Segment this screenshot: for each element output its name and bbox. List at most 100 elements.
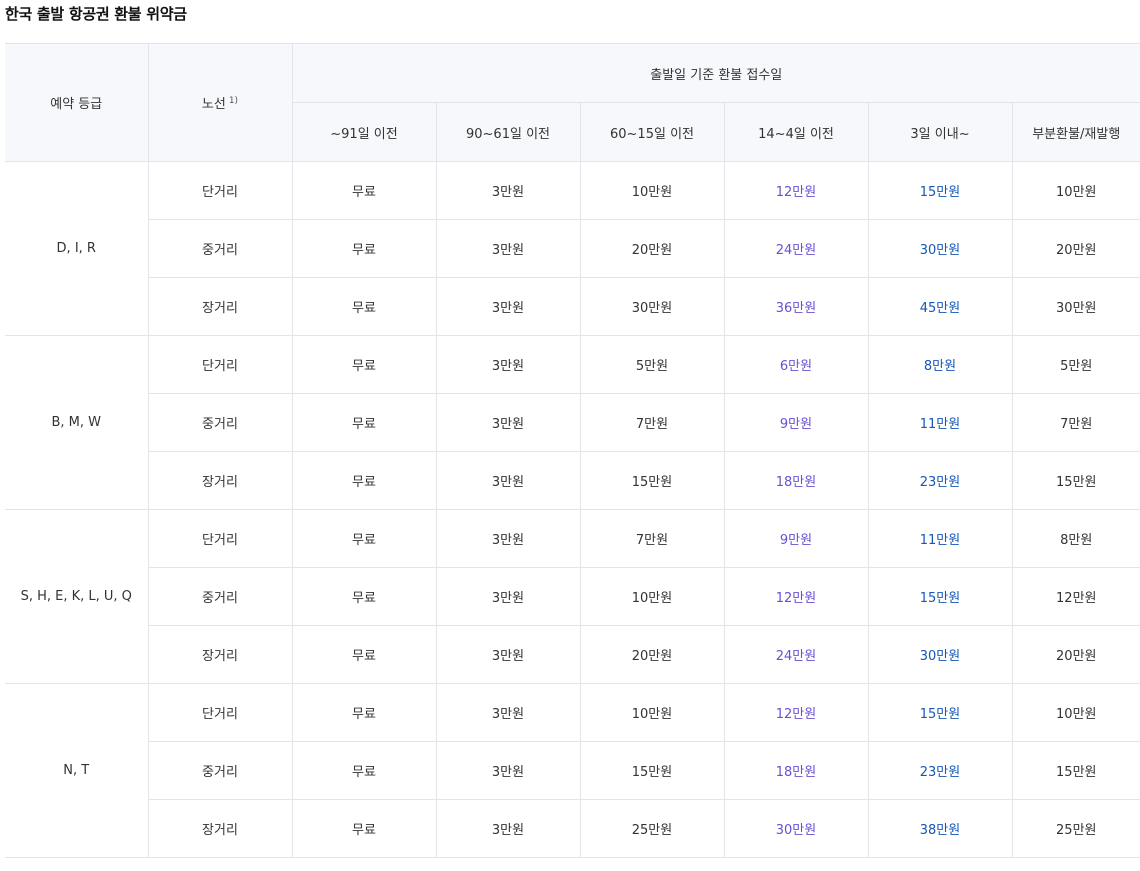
fee-cell: 무료 (291, 799, 437, 858)
header-period: ~91일 이전 (292, 102, 437, 162)
fee-cell: 6만원 (723, 335, 869, 394)
page-title: 한국 출발 항공권 환불 위약금 (5, 5, 187, 23)
fee-cell: 무료 (291, 451, 437, 510)
table-row: 장거리 무료 3만원 25만원 30만원 38만원 25만원 (5, 799, 1140, 858)
fee-cell: 30만원 (867, 625, 1013, 684)
fee-cell: 7만원 (1011, 393, 1140, 452)
fee-cell: 무료 (291, 335, 437, 394)
fee-cell: 30만원 (723, 799, 869, 858)
route-footnote-mark: 1) (228, 95, 239, 106)
fee-cell: 30만원 (579, 277, 725, 336)
fee-cell: 5만원 (579, 335, 725, 394)
fee-cell: 38만원 (867, 799, 1013, 858)
table-header: 예약 등급 노선 1) 출발일 기준 환불 접수일 ~91일 이전 90~61일 … (5, 43, 1140, 162)
grade-cell: D, I, R (5, 161, 149, 336)
fee-cell: 무료 (291, 625, 437, 684)
fee-cell: 12만원 (723, 567, 869, 626)
header-grade: 예약 등급 (5, 43, 149, 162)
fee-cell: 25만원 (1011, 799, 1140, 858)
fee-cell: 15만원 (1011, 741, 1140, 800)
header-period: 60~15일 이전 (579, 102, 725, 162)
fee-cell: 20만원 (1011, 219, 1140, 278)
fee-cell: 15만원 (579, 741, 725, 800)
fee-cell: 23만원 (867, 451, 1013, 510)
fee-cell: 10만원 (579, 567, 725, 626)
fee-cell: 3만원 (435, 451, 581, 510)
fee-cell: 3만원 (435, 799, 581, 858)
route-cell: 중거리 (148, 567, 293, 626)
fee-cell: 15만원 (867, 567, 1013, 626)
route-cell: 단거리 (147, 335, 293, 394)
fee-cell: 15만원 (579, 451, 725, 510)
table-row: 장거리 무료 3만원 30만원 36만원 45만원 30만원 (5, 277, 1140, 336)
table-row: 중거리 무료 3만원 7만원 9만원 11만원 7만원 (5, 393, 1140, 452)
header-period: 부분환불/재발행 (1011, 102, 1140, 162)
fee-cell: 7만원 (579, 393, 725, 452)
fee-cell: 무료 (291, 683, 437, 742)
fee-cell: 3만원 (435, 683, 581, 742)
fee-cell: 30만원 (1011, 277, 1140, 336)
header-route: 노선 1) (147, 43, 293, 162)
fee-cell: 3만원 (435, 219, 581, 278)
fee-cell: 8만원 (1011, 509, 1140, 568)
table-row: N, T 단거리 무료 3만원 10만원 12만원 15만원 10만원 (5, 683, 1140, 858)
fee-cell: 18만원 (723, 741, 869, 800)
fee-cell: 12만원 (723, 683, 869, 742)
fee-cell: 무료 (291, 567, 437, 626)
fee-cell: 18만원 (723, 451, 869, 510)
fee-cell: 15만원 (1011, 451, 1140, 510)
route-cell: 중거리 (148, 393, 293, 452)
fee-cell: 7만원 (579, 509, 725, 568)
fee-cell: 무료 (291, 509, 437, 568)
fee-cell: 11만원 (867, 509, 1013, 568)
header-period-group: 출발일 기준 환불 접수일 (291, 43, 1140, 103)
fee-cell: 24만원 (723, 219, 869, 278)
fee-cell: 3만원 (435, 567, 581, 626)
fee-cell: 20만원 (579, 625, 725, 684)
fee-cell: 25만원 (579, 799, 725, 858)
route-cell: 중거리 (148, 219, 293, 278)
fee-cell: 24만원 (723, 625, 869, 684)
fee-cell: 3만원 (435, 161, 581, 220)
fee-cell: 20만원 (1011, 625, 1140, 684)
route-cell: 단거리 (147, 509, 293, 568)
table-row: 중거리 무료 3만원 20만원 24만원 30만원 20만원 (5, 219, 1140, 278)
fee-cell: 9만원 (723, 509, 869, 568)
fee-cell: 무료 (291, 161, 437, 220)
fee-cell: 무료 (291, 277, 437, 336)
fee-cell: 10만원 (1011, 161, 1140, 220)
fee-cell: 11만원 (867, 393, 1013, 452)
fee-cell: 10만원 (579, 161, 725, 220)
fee-cell: 무료 (291, 741, 437, 800)
fee-cell: 3만원 (435, 625, 581, 684)
route-cell: 장거리 (148, 625, 293, 684)
fee-cell: 3만원 (435, 277, 581, 336)
table-row: 중거리 무료 3만원 15만원 18만원 23만원 15만원 (5, 741, 1140, 800)
fee-cell: 무료 (291, 393, 437, 452)
fee-cell: 3만원 (435, 393, 581, 452)
route-cell: 장거리 (148, 277, 293, 336)
grade-cell: N, T (5, 683, 149, 858)
fee-cell: 3만원 (435, 335, 581, 394)
fee-cell: 15만원 (867, 683, 1013, 742)
fee-cell: 5만원 (1011, 335, 1140, 394)
refund-fee-table: 예약 등급 노선 1) 출발일 기준 환불 접수일 ~91일 이전 90~61일 … (5, 43, 1140, 858)
table-row: 중거리 무료 3만원 10만원 12만원 15만원 12만원 (5, 567, 1140, 626)
fee-cell: 12만원 (723, 161, 869, 220)
header-period: 14~4일 이전 (723, 102, 869, 162)
fee-cell: 10만원 (579, 683, 725, 742)
route-cell: 장거리 (148, 451, 293, 510)
table-body: D, I, R 단거리 무료 3만원 10만원 12만원 15만원 10만원 중거리 무료 3만원 2… (5, 161, 1140, 858)
fee-cell: 20만원 (579, 219, 725, 278)
header-period: 3일 이내~ (867, 102, 1013, 162)
route-cell: 장거리 (148, 799, 293, 858)
table-row: B, M, W 단거리 무료 3만원 5만원 6만원 8만원 5만원 (5, 335, 1140, 510)
fee-cell: 23만원 (867, 741, 1013, 800)
fee-cell: 15만원 (867, 161, 1013, 220)
fee-cell: 무료 (291, 219, 437, 278)
table-row: 장거리 무료 3만원 20만원 24만원 30만원 20만원 (5, 625, 1140, 684)
table-row: S, H, E, K, L, U, Q 단거리 무료 3만원 7만원 9만원 11만원 8만원 (5, 509, 1140, 684)
fee-cell: 36만원 (723, 277, 869, 336)
route-cell: 단거리 (147, 161, 293, 220)
fee-cell: 30만원 (867, 219, 1013, 278)
